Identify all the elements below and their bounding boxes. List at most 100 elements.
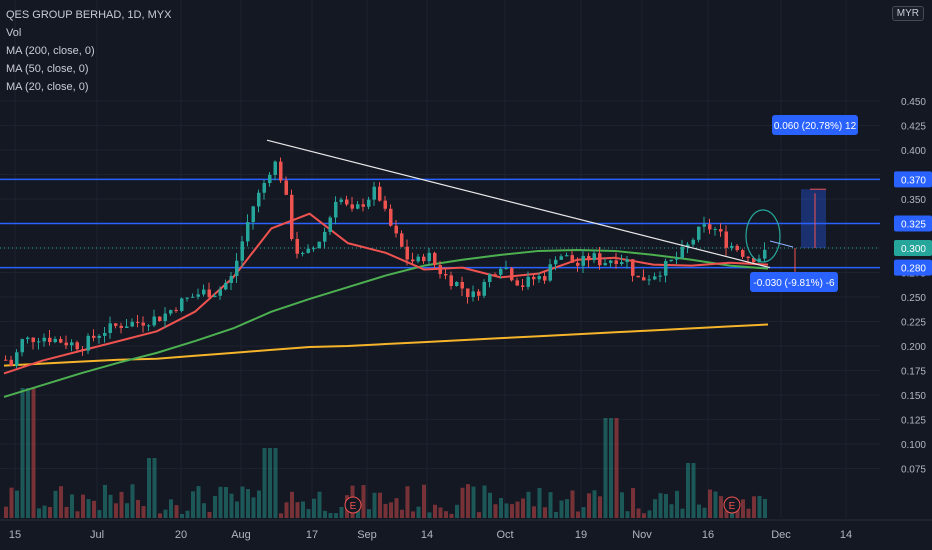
candle-body — [251, 206, 255, 222]
candle-body — [273, 161, 277, 175]
volume-bar — [510, 504, 514, 518]
candlesticks[interactable] — [4, 157, 767, 369]
candle-body — [752, 258, 756, 263]
candle-body — [559, 256, 563, 260]
volume-bar — [147, 458, 151, 518]
date-axis-bg — [0, 520, 932, 550]
candle-body — [53, 338, 57, 343]
price-badge-text: 0.300 — [901, 244, 926, 255]
price-tick-label: 0.150 — [901, 391, 926, 402]
volume-bars — [4, 388, 767, 518]
volume-bar — [757, 495, 762, 518]
volume-bar — [532, 506, 536, 518]
candle-body — [207, 289, 211, 298]
candle-body — [763, 249, 767, 259]
volume-bar — [372, 492, 377, 518]
date-tick-label: Sep — [357, 529, 377, 541]
volume-bar — [675, 490, 679, 518]
candle-body — [218, 289, 222, 296]
candle-body — [229, 275, 233, 283]
drawings[interactable]: 0.060 (20.78%) 12 -0.030 (-9.81%) -6 E E — [266, 115, 858, 514]
legend-vol[interactable]: Vol — [6, 27, 22, 39]
volume-bar — [240, 486, 245, 518]
candle-body — [449, 275, 453, 286]
candle-body — [647, 279, 651, 281]
volume-bar — [196, 486, 201, 518]
volume-bar — [581, 507, 586, 518]
volume-bar — [389, 502, 393, 518]
candle-body — [416, 256, 420, 262]
legend-symbol[interactable]: QES GROUP BERHAD, 1D, MYX — [6, 9, 172, 21]
candle-body — [405, 246, 409, 260]
candle-body — [345, 199, 349, 205]
volume-bar — [114, 503, 118, 518]
candle-body — [548, 264, 552, 281]
volume-bar — [636, 508, 641, 518]
date-tick-label: 14 — [840, 529, 852, 541]
volume-bar — [543, 507, 547, 518]
volume-bar — [587, 493, 591, 518]
volume-bar — [455, 504, 459, 518]
candle-body — [378, 186, 382, 201]
date-tick-label: 16 — [702, 529, 714, 541]
candle-body — [565, 255, 569, 257]
volume-bar — [427, 512, 432, 518]
price-tick-label: 0.425 — [901, 122, 926, 133]
volume-bar — [653, 499, 657, 518]
volume-bar — [4, 506, 8, 518]
candle-body — [653, 276, 657, 280]
legend-ma200[interactable]: MA (200, close, 0) — [6, 45, 95, 57]
legend-ma20[interactable]: MA (20, close, 0) — [6, 81, 89, 93]
volume-bar — [312, 498, 316, 518]
candle-body — [367, 199, 371, 207]
date-tick-label: 15 — [9, 529, 21, 541]
volume-bar — [20, 388, 25, 518]
candle-body — [191, 296, 195, 298]
candle-body — [185, 297, 189, 299]
candle-body — [339, 199, 343, 202]
volume-bar — [81, 494, 85, 518]
volume-bar — [213, 495, 217, 518]
candle-body — [581, 255, 585, 266]
candle-body — [350, 204, 354, 209]
volume-bar — [669, 504, 674, 518]
candle-body — [724, 231, 728, 248]
volume-bar — [378, 492, 382, 518]
measure-up-text: 0.060 (20.78%) 12 — [774, 121, 857, 132]
candle-body — [86, 335, 90, 351]
date-axis[interactable]: 15 Jul 20 Aug 17 Sep 14 Oct 19 Nov 16 Dec 14 — [0, 519, 932, 550]
legend-ma50[interactable]: MA (50, close, 0) — [6, 63, 89, 75]
volume-bar — [119, 491, 124, 518]
candle-body — [323, 231, 327, 242]
volume-bar — [416, 506, 421, 518]
date-tick-label: Oct — [496, 529, 513, 541]
price-badge — [894, 259, 932, 276]
candle-body — [713, 229, 717, 231]
volume-bar — [609, 418, 613, 518]
volume-bar — [493, 504, 498, 518]
volume-bar — [246, 489, 250, 518]
ma-line — [3, 248, 769, 398]
price-badge-text: 0.370 — [901, 175, 926, 186]
volume-bar — [224, 487, 228, 518]
currency-button[interactable]: MYR — [891, 6, 924, 21]
candle-body — [411, 259, 415, 262]
candle-body — [9, 359, 13, 366]
volume-bar — [576, 511, 580, 518]
date-tick-label: 19 — [575, 529, 587, 541]
candle-body — [125, 326, 129, 328]
candle-body — [515, 280, 519, 286]
volume-bar — [64, 506, 69, 518]
candle-body — [757, 258, 761, 263]
volume-bar — [37, 508, 41, 518]
candle-body — [433, 252, 437, 266]
price-axis[interactable]: 0.4500.4250.4000.3750.3500.3250.3000.275… — [880, 0, 932, 550]
candle-body — [691, 239, 695, 245]
candle-body — [174, 310, 178, 312]
candle-body — [240, 241, 244, 261]
candle-body — [603, 263, 607, 266]
grid — [0, 0, 880, 518]
volume-bar — [235, 501, 239, 518]
volume-bar — [631, 487, 635, 518]
